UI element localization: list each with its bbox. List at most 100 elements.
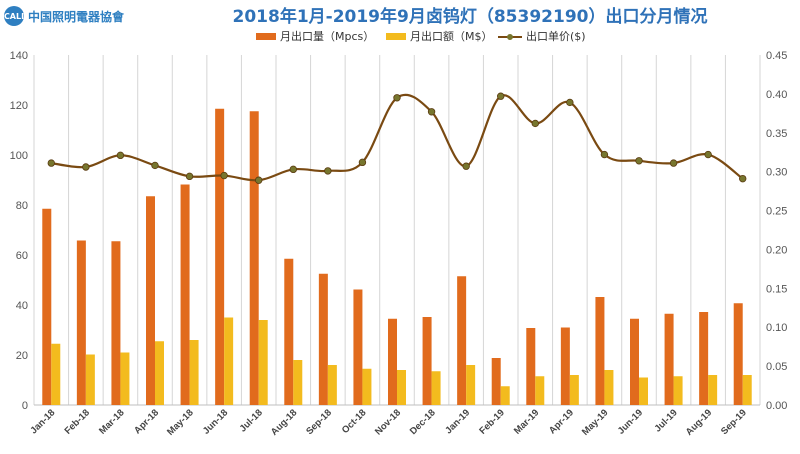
price-marker	[566, 98, 574, 107]
x-tick-label: Sep-18	[304, 407, 334, 437]
x-tick-label: Feb-18	[63, 407, 92, 436]
volume-bar	[560, 327, 570, 405]
value-bar	[569, 375, 579, 405]
price-marker	[255, 176, 263, 184]
price-marker	[324, 167, 332, 175]
price-marker	[289, 165, 297, 174]
value-bar	[120, 352, 130, 405]
price-marker	[151, 161, 159, 170]
volume-bar	[249, 111, 259, 405]
left-y-axis: 0 20 40 60 80 100 120 140	[10, 50, 28, 412]
volume-bar	[664, 313, 674, 405]
value-bar	[431, 371, 441, 405]
x-tick-label: Feb-19	[477, 407, 506, 436]
right-tick-label: 0.15	[766, 283, 787, 295]
value-bar	[327, 365, 337, 405]
value-bar	[189, 340, 199, 405]
legend-swatch-volume	[256, 33, 276, 40]
volume-bar	[180, 184, 190, 405]
price-marker	[497, 92, 505, 100]
volume-bar	[526, 328, 536, 405]
left-tick-label: 0	[22, 400, 28, 412]
x-tick-label: Jan-18	[28, 407, 57, 436]
right-tick-label: 0.00	[766, 400, 787, 412]
x-tick-label: Jan-19	[443, 407, 472, 436]
x-tick-label: Jul-19	[652, 407, 679, 434]
volume-bar	[630, 318, 639, 405]
volume-bar	[318, 273, 328, 405]
left-tick-label: 40	[16, 300, 28, 312]
x-tick-label: Mar-18	[97, 407, 126, 436]
right-y-axis: 0.00 0.05 0.10 0.15 0.20 0.25 0.30 0.35 0.40 0.45	[766, 50, 787, 412]
legend-swatch-value	[386, 33, 406, 40]
value-bar	[362, 368, 372, 405]
x-tick-label: Apr-18	[132, 407, 161, 436]
price-marker	[358, 158, 367, 167]
price-marker	[635, 157, 643, 165]
value-bar	[604, 370, 614, 405]
price-marker	[393, 94, 401, 102]
price-marker	[462, 162, 470, 170]
legend-label-value: 月出口额（M$）	[410, 29, 493, 43]
legend-marker-price	[507, 34, 513, 40]
left-tick-label: 80	[16, 200, 28, 212]
value-bar	[535, 376, 545, 405]
logo-text: 中国照明電器協會	[28, 9, 125, 24]
right-tick-label: 0.10	[766, 322, 787, 334]
volume-bar	[215, 108, 225, 405]
value-bar	[708, 375, 718, 405]
legend-label-volume: 月出口量（Mpcs）	[280, 29, 374, 43]
price-marker	[82, 163, 90, 171]
value-bar	[673, 376, 683, 405]
volume-bar	[422, 317, 432, 405]
value-bar	[397, 370, 406, 405]
left-tick-label: 20	[16, 350, 28, 362]
value-bar	[85, 354, 95, 405]
x-tick-label: Oct-18	[340, 407, 369, 436]
header: CALI 中国照明電器協會 2018年1月-2019年9月卤钨灯（8539219…	[0, 0, 800, 34]
left-tick-label: 140	[10, 50, 28, 62]
chart-title: 2018年1月-2019年9月卤钨灯（85392190）出口分月情况	[232, 7, 708, 27]
volume-bar	[42, 208, 52, 405]
right-tick-label: 0.40	[766, 89, 787, 101]
left-tick-label: 100	[10, 150, 28, 162]
volume-bar	[76, 240, 86, 405]
x-tick-label: Aug-19	[684, 407, 715, 438]
price-marker	[669, 159, 678, 167]
volume-bar	[353, 289, 363, 405]
price-marker	[185, 172, 194, 181]
price-marker	[116, 151, 125, 160]
value-bar	[51, 343, 61, 405]
price-marker	[47, 159, 55, 167]
x-tick-label: Jun-19	[616, 407, 645, 436]
volume-bar	[491, 358, 501, 405]
value-bar	[466, 365, 476, 405]
x-tick-label: Mar-19	[512, 407, 541, 436]
volume-bar	[284, 258, 294, 405]
price-marker	[600, 150, 609, 159]
price-marker	[531, 119, 539, 128]
x-tick-label: Apr-19	[547, 407, 576, 436]
right-tick-label: 0.05	[766, 361, 787, 373]
x-tick-label: Sep-19	[719, 407, 749, 437]
volume-bar	[388, 318, 397, 405]
logo-mark: CALI	[4, 6, 24, 26]
price-line	[47, 92, 747, 184]
left-tick-label: 120	[10, 100, 28, 112]
value-bar	[742, 375, 752, 405]
value-bar	[639, 377, 648, 405]
right-tick-label: 0.20	[766, 244, 787, 256]
value-bar	[293, 360, 303, 405]
price-marker	[704, 150, 712, 159]
x-tick-label: Aug-18	[269, 407, 300, 438]
x-tick-label: Nov-18	[373, 407, 403, 437]
x-tick-label: Dec-18	[408, 407, 438, 437]
x-axis: Jan-18 Feb-18 Mar-18 Apr-18 May-18 Jun-18 Jul-…	[28, 407, 748, 438]
volume-bar	[146, 196, 155, 405]
value-bar	[258, 320, 268, 405]
right-tick-label: 0.45	[766, 50, 787, 62]
volume-bar	[733, 303, 743, 405]
price-marker	[220, 171, 228, 180]
x-tick-label: May-18	[165, 407, 196, 438]
